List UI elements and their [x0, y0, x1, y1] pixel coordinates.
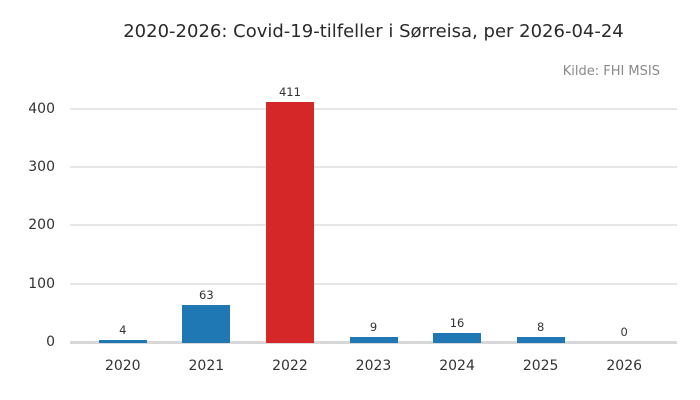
x-tick-label-2024: 2024 [439, 358, 475, 374]
bar-2022 [265, 102, 314, 344]
x-tick-label-2021: 2021 [188, 358, 225, 374]
chart-title: 2020-2026: Covid-19-tilfeller i Sørreisa… [123, 21, 624, 42]
bar-value-label-2022: 411 [278, 85, 301, 100]
y-tick-label-0: 0 [46, 334, 55, 350]
gridline-100 [70, 282, 677, 285]
x-tick-label-2023: 2023 [355, 358, 392, 374]
bar-2025 [516, 337, 565, 344]
gridline-300 [70, 165, 677, 168]
y-tick-label-200: 200 [28, 217, 55, 234]
bar-value-label-2025: 8 [536, 320, 545, 335]
gridline-400 [70, 107, 677, 110]
gridline-200 [70, 224, 677, 227]
x-tick-label-2025: 2025 [522, 358, 559, 374]
bar-value-label-2026: 0 [620, 325, 628, 339]
bar-value-label-2023: 9 [369, 319, 378, 334]
bar-value-label-2024: 16 [449, 315, 465, 330]
bar-value-label-2020: 4 [119, 322, 127, 337]
y-tick-label-300: 300 [28, 158, 55, 175]
bar-2021 [182, 305, 231, 344]
bar-2023 [349, 336, 398, 344]
bar-2020 [98, 339, 147, 344]
bar-value-label-2021: 63 [199, 288, 214, 303]
x-tick-label-2020: 2020 [104, 358, 141, 374]
source-label: Kilde: FHI MSIS [562, 64, 660, 79]
x-tick-label-2026: 2026 [606, 358, 643, 374]
x-tick-label-2022: 2022 [272, 358, 308, 374]
bar-2024 [433, 332, 482, 344]
y-tick-label-100: 100 [28, 275, 55, 292]
y-tick-label-400: 400 [28, 100, 55, 117]
